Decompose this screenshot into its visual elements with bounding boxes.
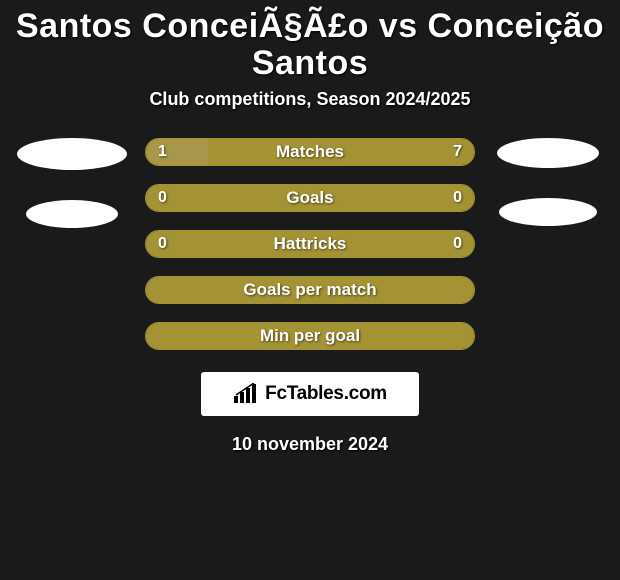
stat-label: Goals — [286, 188, 333, 208]
avatar-placeholder — [17, 138, 127, 170]
stat-value-left: 0 — [158, 189, 167, 207]
stat-bar: 0 0 Hattricks — [145, 230, 475, 258]
stats-area: 1 7 Matches 0 0 Goals 0 0 Hattricks Goals per mat… — [0, 138, 620, 350]
stat-bar: Goals per match — [145, 276, 475, 304]
avatar-placeholder — [26, 200, 118, 228]
stat-value-right: 0 — [453, 189, 462, 207]
right-avatar-column — [493, 138, 603, 226]
stat-value-left: 1 — [158, 143, 167, 161]
stat-value-right: 7 — [453, 143, 462, 161]
stat-bar: 0 0 Goals — [145, 184, 475, 212]
stat-bars: 1 7 Matches 0 0 Goals 0 0 Hattricks Goals per mat… — [145, 138, 475, 350]
avatar-placeholder — [497, 138, 599, 168]
stat-value-right: 0 — [453, 235, 462, 253]
stat-bar: Min per goal — [145, 322, 475, 350]
infographic-container: Santos ConceiÃ§Ã£o vs Conceição Santos C… — [0, 0, 620, 580]
left-avatar-column — [17, 138, 127, 228]
stat-label: Min per goal — [260, 326, 360, 346]
brand-logo: FcTables.com — [201, 372, 419, 416]
bar-left-fill — [146, 139, 208, 165]
bar-chart-icon — [233, 383, 259, 405]
page-subtitle: Club competitions, Season 2024/2025 — [0, 89, 620, 110]
page-title: Santos ConceiÃ§Ã£o vs Conceição Santos — [0, 4, 620, 89]
stat-label: Goals per match — [243, 280, 376, 300]
brand-text: FcTables.com — [265, 383, 387, 405]
stat-value-left: 0 — [158, 235, 167, 253]
stat-label: Matches — [276, 142, 344, 162]
stat-bar: 1 7 Matches — [145, 138, 475, 166]
stat-label: Hattricks — [274, 234, 347, 254]
avatar-placeholder — [499, 198, 597, 226]
date-text: 10 november 2024 — [0, 434, 620, 455]
